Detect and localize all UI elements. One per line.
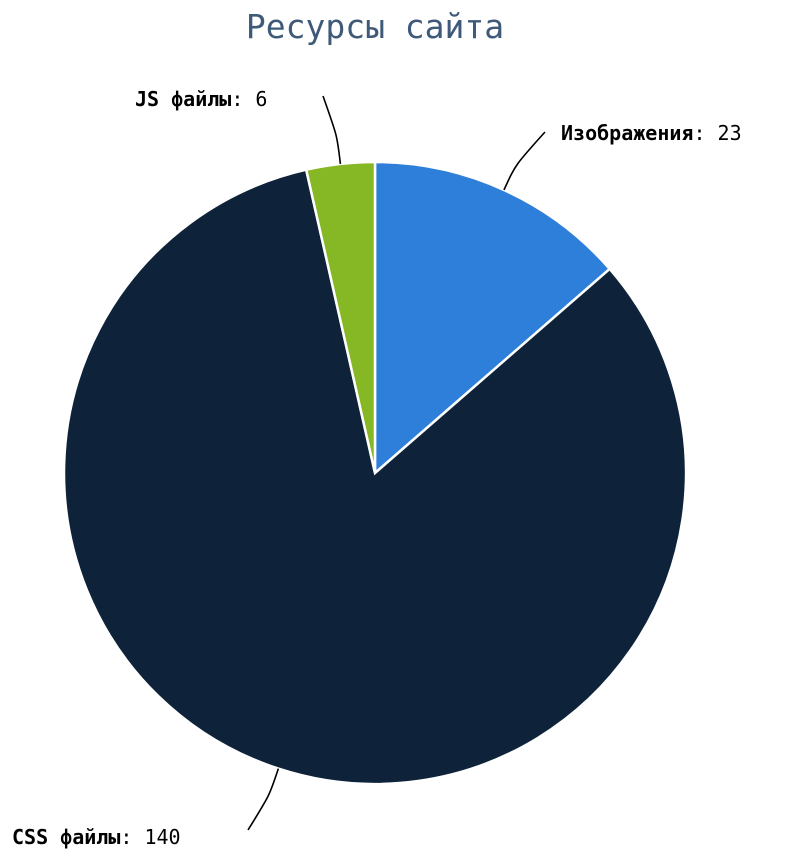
- data-label-value: 6: [255, 87, 267, 111]
- leader-line-js-файлы: [322, 95, 342, 165]
- data-label-name: CSS файлы: [12, 825, 120, 849]
- pie-slice-js-файлы[interactable]: [304, 160, 377, 474]
- data-label-name: Изображения: [561, 121, 693, 145]
- data-label-value: 140: [144, 825, 180, 849]
- data-label-value: 23: [718, 121, 742, 145]
- chart-title: Ресурсы сайта: [246, 7, 504, 46]
- leader-line-css-файлы: [247, 768, 280, 831]
- data-label-изображения: Изображения: 23: [561, 121, 742, 145]
- data-label-name: JS файлы: [135, 87, 231, 111]
- data-label-separator: :: [120, 825, 144, 849]
- data-label-separator: :: [231, 87, 255, 111]
- pie-leader-lines: [247, 95, 546, 831]
- data-label-js-файлы: JS файлы: 6: [135, 87, 267, 111]
- pie-slice-css-файлы[interactable]: [62, 168, 688, 786]
- leader-line-изображения: [503, 131, 546, 191]
- pie-slices: [62, 160, 688, 786]
- data-label-css-файлы: CSS файлы: 140: [12, 825, 181, 849]
- pie-slice-изображения[interactable]: [373, 160, 612, 476]
- pie-labels: Изображения: 23 CSS файлы: 140 JS файлы: 6: [12, 87, 742, 849]
- data-label-separator: :: [693, 121, 717, 145]
